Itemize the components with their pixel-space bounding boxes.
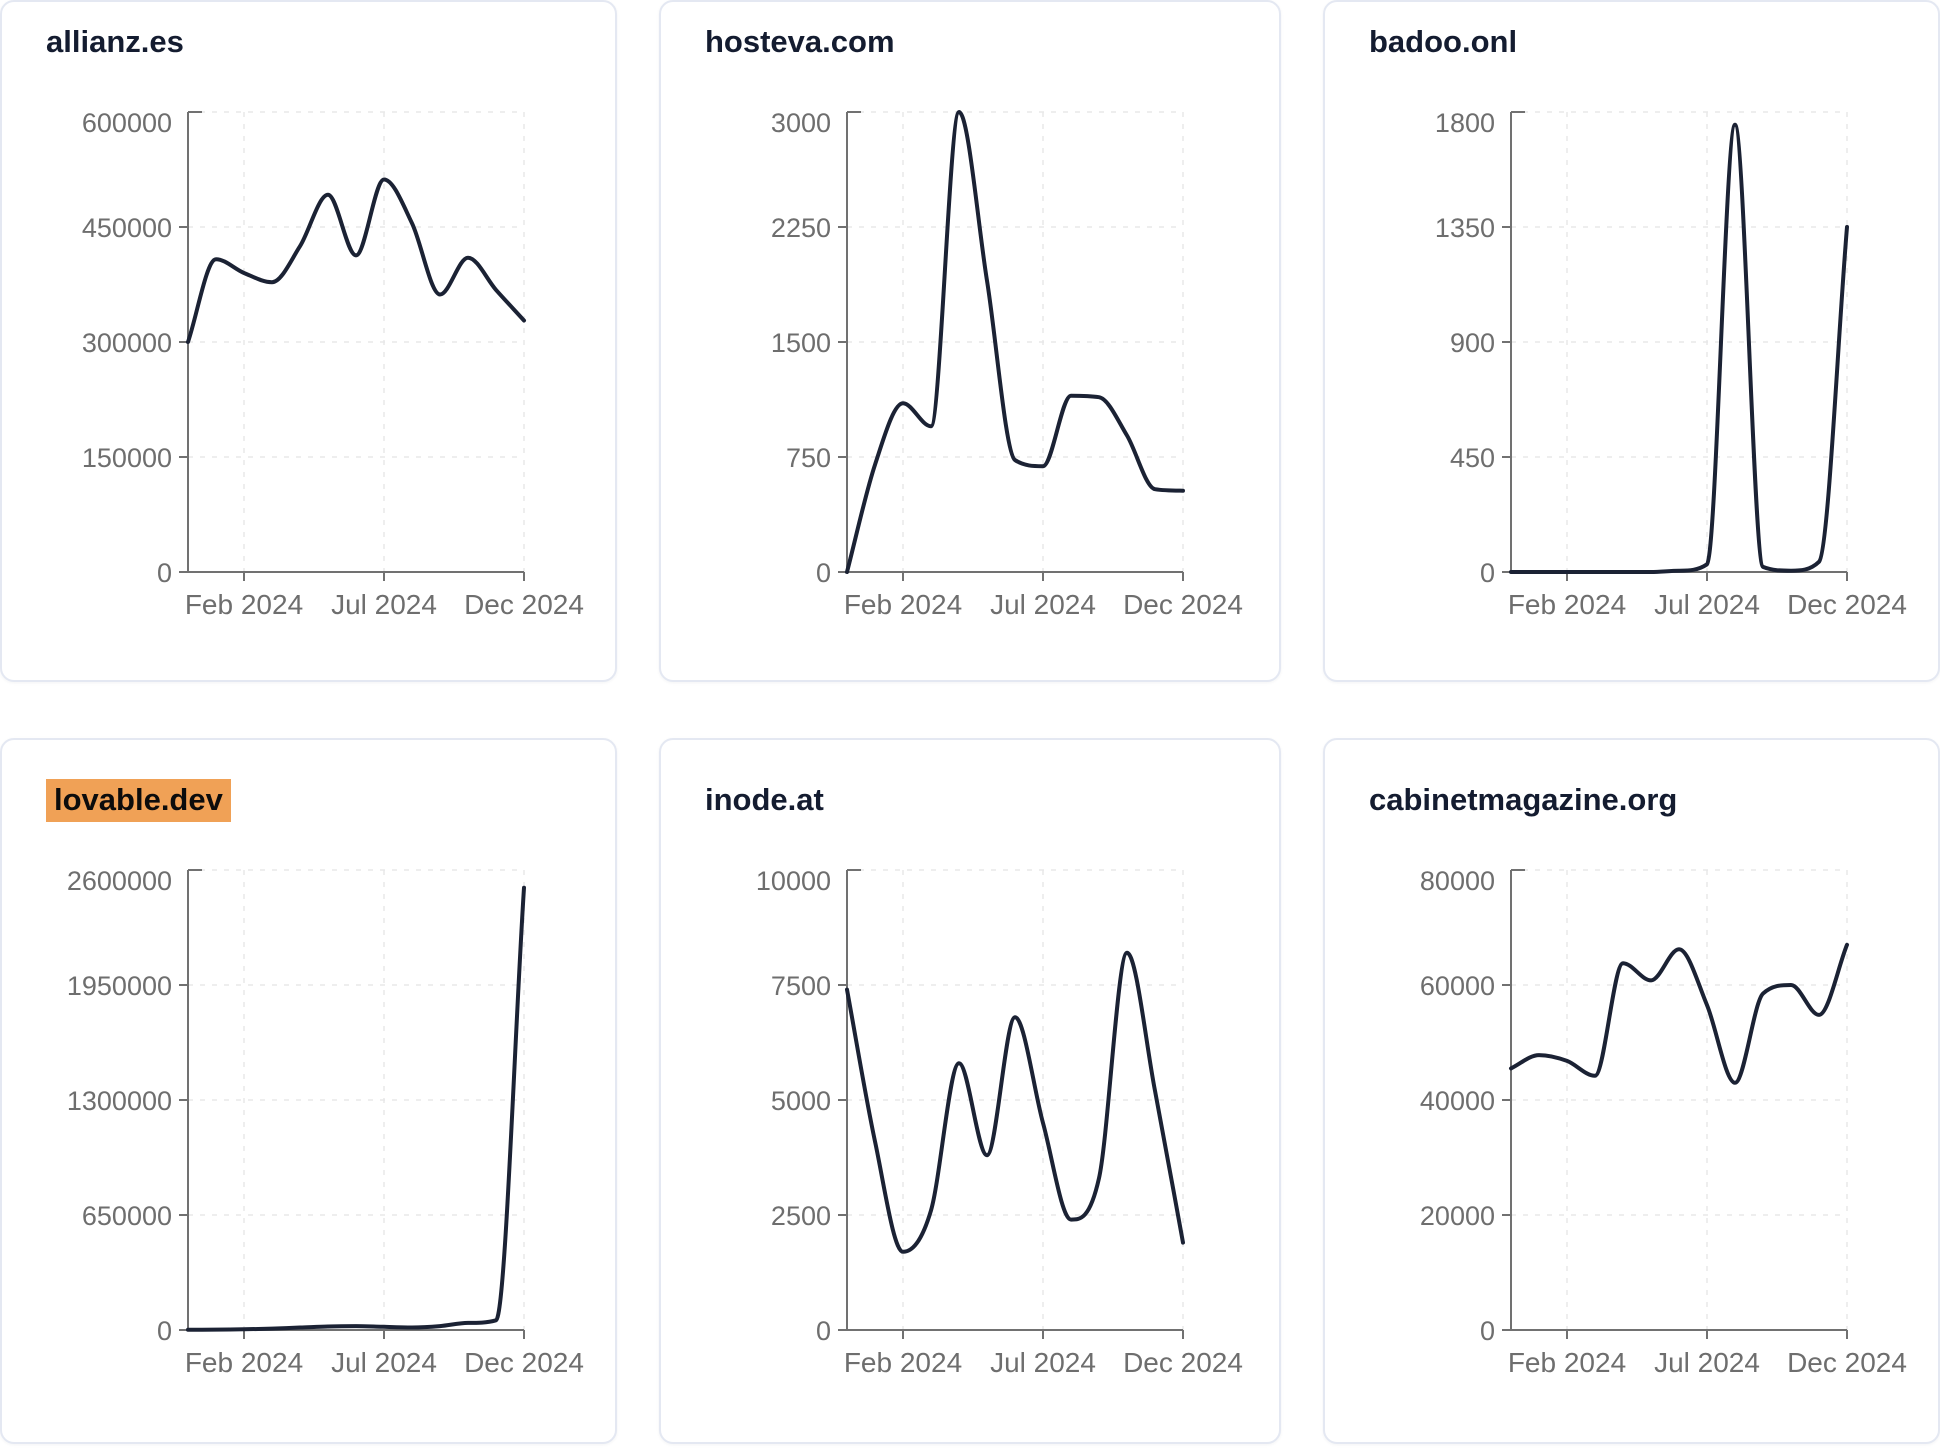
y-tick-label: 2600000 — [67, 866, 172, 896]
y-tick-label: 150000 — [82, 443, 172, 473]
domain-label: hosteva.com — [705, 24, 895, 59]
chart-card: lovable.dev 0 650000 1300000 1950000 2600000 F… — [0, 738, 617, 1444]
domain-label-highlighted: lovable.dev — [46, 779, 231, 822]
x-tick-label: Jul 2024 — [1654, 589, 1760, 620]
x-tick-label: Feb 2024 — [844, 589, 962, 620]
line-chart: 0 450 900 1350 1800 Feb 2024 Jul 2024 Dec 2024 — [1435, 108, 1907, 620]
series-line — [845, 950, 1185, 1254]
x-tick-label: Dec 2024 — [1123, 1347, 1243, 1378]
y-tick-label: 450 — [1450, 443, 1495, 473]
line-chart: 0 650000 1300000 1950000 2600000 Feb 2024 Jul … — [67, 866, 584, 1378]
y-tick-label: 7500 — [771, 971, 831, 1001]
x-tick-label: Dec 2024 — [1787, 589, 1907, 620]
chart-title: inode.at — [705, 780, 1279, 820]
chart-card: inode.at 0 2500 5000 7500 10000 Feb 2024 Jul 20… — [659, 738, 1281, 1444]
y-tick-label: 80000 — [1420, 866, 1495, 896]
line-chart: 0 20000 40000 60000 80000 Feb 2024 Jul 2024 Dec… — [1420, 866, 1907, 1378]
x-tick-label: Feb 2024 — [1508, 589, 1626, 620]
y-tick-label: 10000 — [756, 866, 831, 896]
chart-card: allianz.es 0 150000 300000 450000 600000 Feb 2… — [0, 0, 617, 682]
y-tick-label: 900 — [1450, 328, 1495, 358]
y-tick-label: 750 — [786, 443, 831, 473]
chart-title: badoo.onl — [1369, 22, 1938, 62]
x-tick-label: Feb 2024 — [1508, 1347, 1626, 1378]
y-tick-label: 2250 — [771, 213, 831, 243]
x-tick-label: Dec 2024 — [1123, 589, 1243, 620]
y-tick-label: 0 — [1480, 1316, 1495, 1346]
line-chart: 0 750 1500 2250 3000 Feb 2024 Jul 2024 Dec 2024 — [771, 108, 1243, 620]
series-line — [186, 177, 526, 344]
y-tick-label: 450000 — [82, 213, 172, 243]
chart-title: hosteva.com — [705, 22, 1279, 62]
y-tick-label: 0 — [816, 1316, 831, 1346]
line-chart: 0 150000 300000 450000 600000 Feb 2024 Jul 202… — [82, 108, 584, 620]
y-tick-label: 2500 — [771, 1201, 831, 1231]
x-tick-label: Jul 2024 — [1654, 1347, 1760, 1378]
x-tick-label: Dec 2024 — [1787, 1347, 1907, 1378]
chart-title: allianz.es — [46, 22, 615, 62]
y-tick-label: 5000 — [771, 1086, 831, 1116]
chart-card: hosteva.com 0 750 1500 2250 3000 Feb 2024 Jul 2… — [659, 0, 1281, 682]
y-tick-label: 1500 — [771, 328, 831, 358]
domain-label: inode.at — [705, 782, 824, 817]
x-tick-label: Dec 2024 — [464, 589, 584, 620]
x-tick-label: Feb 2024 — [844, 1347, 962, 1378]
x-tick-label: Jul 2024 — [331, 1347, 437, 1378]
chart-card: badoo.onl 0 450 900 1350 1800 Feb 2024 Jul 2024… — [1323, 0, 1940, 682]
y-tick-label: 650000 — [82, 1201, 172, 1231]
series-line — [186, 885, 526, 1332]
domain-label: badoo.onl — [1369, 24, 1518, 59]
y-tick-label: 20000 — [1420, 1201, 1495, 1231]
y-tick-label: 600000 — [82, 108, 172, 138]
y-tick-label: 0 — [816, 558, 831, 588]
y-tick-label: 300000 — [82, 328, 172, 358]
y-tick-label: 0 — [157, 558, 172, 588]
y-tick-label: 0 — [1480, 558, 1495, 588]
y-tick-label: 1800 — [1435, 108, 1495, 138]
chart-title: cabinetmagazine.org — [1369, 780, 1938, 820]
domain-label: cabinetmagazine.org — [1369, 782, 1678, 817]
y-tick-label: 3000 — [771, 108, 831, 138]
x-tick-label: Feb 2024 — [185, 589, 303, 620]
y-tick-label: 1350 — [1435, 213, 1495, 243]
line-chart: 0 2500 5000 7500 10000 Feb 2024 Jul 2024 Dec 20… — [756, 866, 1243, 1378]
y-tick-label: 60000 — [1420, 971, 1495, 1001]
x-tick-label: Dec 2024 — [464, 1347, 584, 1378]
y-tick-label: 1300000 — [67, 1086, 172, 1116]
y-tick-label: 40000 — [1420, 1086, 1495, 1116]
series-line — [1509, 942, 1849, 1085]
series-line — [1509, 122, 1849, 574]
x-tick-label: Jul 2024 — [990, 589, 1096, 620]
x-tick-label: Jul 2024 — [990, 1347, 1096, 1378]
y-tick-label: 1950000 — [67, 971, 172, 1001]
chart-card: cabinetmagazine.org 0 20000 40000 60000 80000… — [1323, 738, 1940, 1444]
x-tick-label: Feb 2024 — [185, 1347, 303, 1378]
x-tick-label: Jul 2024 — [331, 589, 437, 620]
y-tick-label: 0 — [157, 1316, 172, 1346]
domain-label: allianz.es — [46, 24, 184, 59]
chart-title: lovable.dev — [46, 779, 615, 822]
series-line — [845, 110, 1185, 574]
